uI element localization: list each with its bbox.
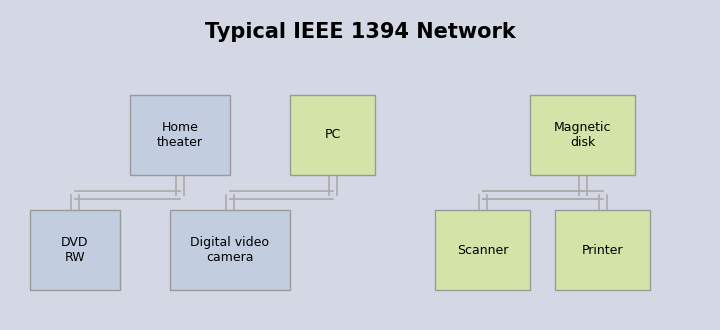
FancyBboxPatch shape — [530, 95, 635, 175]
FancyBboxPatch shape — [290, 95, 375, 175]
FancyBboxPatch shape — [130, 95, 230, 175]
Text: Digital video
camera: Digital video camera — [191, 236, 269, 264]
Text: DVD
RW: DVD RW — [61, 236, 89, 264]
Text: PC: PC — [325, 128, 341, 142]
Text: Scanner: Scanner — [456, 244, 508, 256]
FancyBboxPatch shape — [30, 210, 120, 290]
FancyBboxPatch shape — [170, 210, 290, 290]
Text: Printer: Printer — [582, 244, 624, 256]
Text: Home
theater: Home theater — [157, 121, 203, 149]
Text: Magnetic
disk: Magnetic disk — [554, 121, 611, 149]
FancyBboxPatch shape — [435, 210, 530, 290]
FancyBboxPatch shape — [555, 210, 650, 290]
Text: Typical IEEE 1394 Network: Typical IEEE 1394 Network — [204, 22, 516, 42]
